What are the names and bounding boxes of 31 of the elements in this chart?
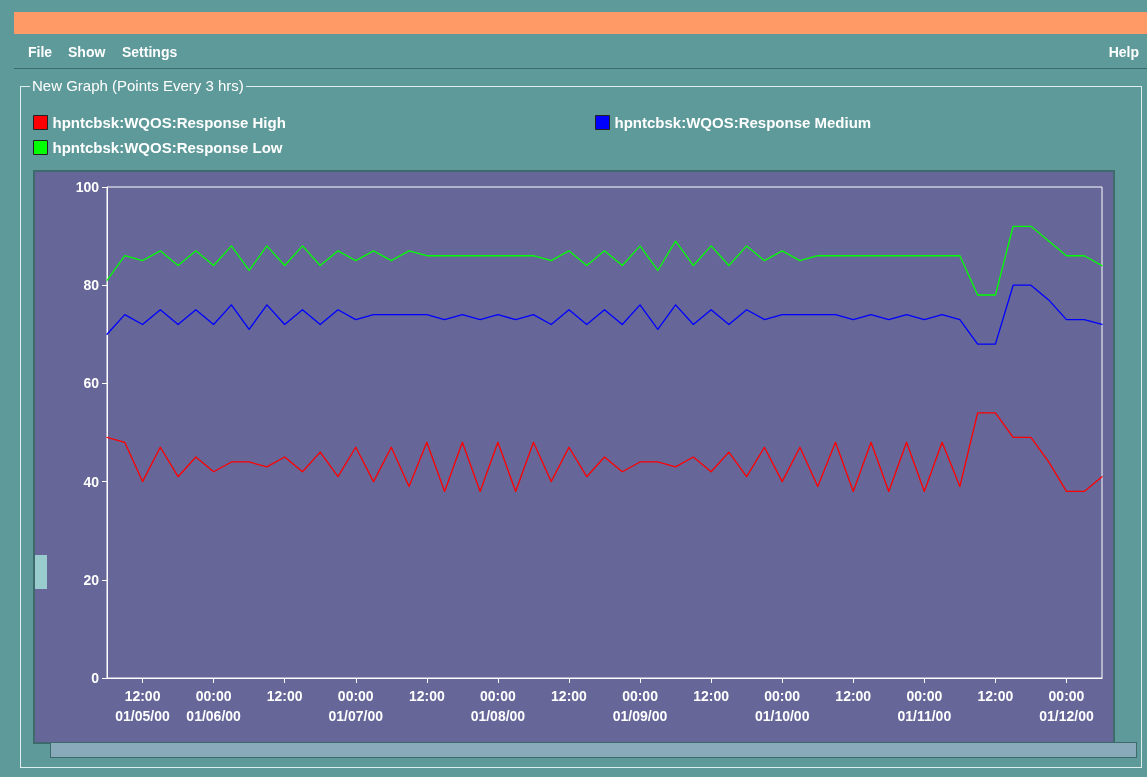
legend-label: hpntcbsk:WQOS:Response Medium <box>614 114 872 131</box>
x-tick-label: 00:00 01/08/00 <box>470 688 526 724</box>
line-series <box>106 284 1103 345</box>
legend-label: hpntcbsk:WQOS:Response Low <box>52 139 283 156</box>
y-tick-label: 40 <box>83 473 100 490</box>
text: Show <box>68 44 106 60</box>
chart-title: New Graph (Points Every 3 hrs) <box>30 77 246 94</box>
x-tick-label: 12:00 <box>835 688 872 704</box>
x-tick-label: 12:00 <box>408 688 445 704</box>
x-tick-label: 12:00 01/05/00 <box>115 688 170 724</box>
x-tick-label: 12:00 <box>551 688 588 704</box>
y-tick-label: 100 <box>75 179 100 195</box>
legend-label: hpntcbsk:WQOS:Response High <box>52 114 286 131</box>
x-tick-label: 00:00 01/09/00 <box>612 688 668 724</box>
x-tick-label: 12:00 <box>977 688 1014 704</box>
line-series <box>106 225 1103 296</box>
x-tick-label: 00:00 01/10/00 <box>754 688 810 724</box>
text: Settings <box>122 44 178 60</box>
y-tick-label: 80 <box>83 277 100 294</box>
line-series <box>106 412 1103 493</box>
x-tick-label: 00:00 01/06/00 <box>186 688 242 724</box>
x-tick-label: 00:00 01/12/00 <box>1039 688 1094 724</box>
x-tick-label: 00:00 01/07/00 <box>328 688 384 724</box>
x-tick-label: 00:00 01/11/00 <box>897 688 952 724</box>
x-tick-label: 12:00 <box>266 688 303 704</box>
y-tick-label: 0 <box>91 670 100 686</box>
y-tick-label: 60 <box>83 375 100 392</box>
x-tick-label: 12:00 <box>693 688 730 704</box>
y-tick-label: 20 <box>83 571 100 588</box>
text: Help <box>1108 44 1139 60</box>
text: File <box>28 44 53 60</box>
